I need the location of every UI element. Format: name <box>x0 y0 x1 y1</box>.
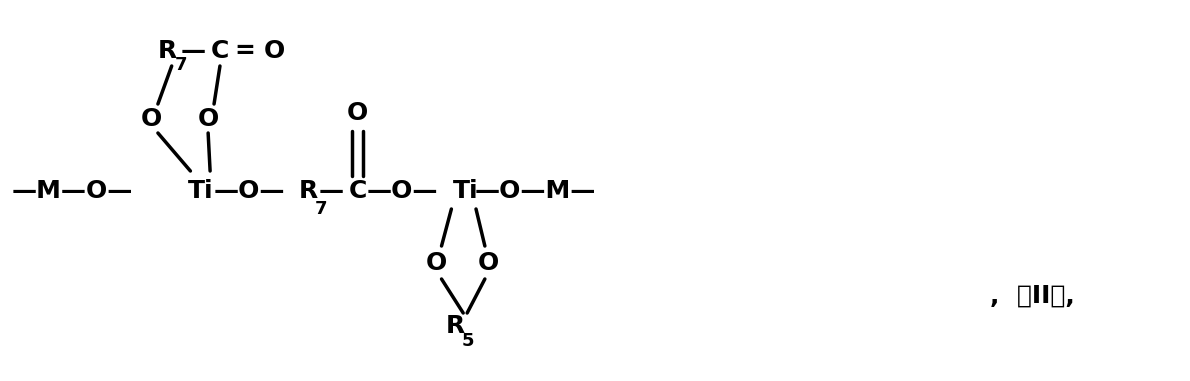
Text: O: O <box>347 101 369 125</box>
Text: O: O <box>263 39 284 63</box>
Text: R: R <box>299 179 318 203</box>
Text: =: = <box>234 39 255 63</box>
Text: ,  （II）,: , （II）, <box>990 284 1075 308</box>
Text: 5: 5 <box>462 332 475 350</box>
Text: C: C <box>349 179 367 203</box>
Text: O: O <box>198 107 219 131</box>
Text: 7: 7 <box>315 200 327 218</box>
Text: R: R <box>446 314 465 338</box>
Text: R: R <box>158 39 177 63</box>
Text: 7: 7 <box>174 56 187 74</box>
Text: Ti: Ti <box>188 179 213 203</box>
Text: O: O <box>426 251 447 275</box>
Text: —M—O—: —M—O— <box>12 179 133 203</box>
Text: Ti: Ti <box>453 179 478 203</box>
Text: O: O <box>140 107 162 131</box>
Text: —O—: —O— <box>214 179 286 203</box>
Text: —O—M—: —O—M— <box>475 179 596 203</box>
Text: —: — <box>319 179 344 203</box>
Text: —O—: —O— <box>367 179 438 203</box>
Text: O: O <box>478 251 500 275</box>
Text: C: C <box>211 39 230 63</box>
Text: —: — <box>181 39 206 63</box>
